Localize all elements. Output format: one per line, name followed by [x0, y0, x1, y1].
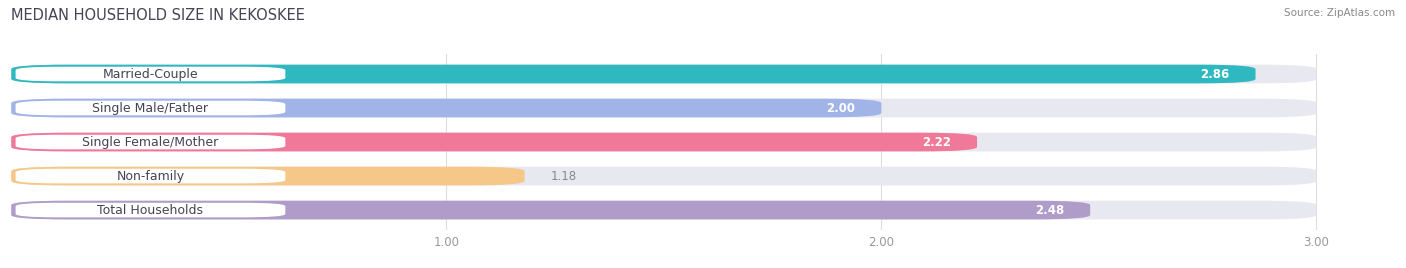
Text: 2.22: 2.22 — [922, 136, 950, 148]
Text: MEDIAN HOUSEHOLD SIZE IN KEKOSKEE: MEDIAN HOUSEHOLD SIZE IN KEKOSKEE — [11, 8, 305, 23]
FancyBboxPatch shape — [11, 133, 1316, 151]
FancyBboxPatch shape — [11, 167, 1316, 185]
FancyBboxPatch shape — [11, 99, 1316, 117]
Text: Single Female/Mother: Single Female/Mother — [83, 136, 218, 148]
FancyBboxPatch shape — [15, 135, 285, 149]
FancyBboxPatch shape — [11, 65, 1316, 83]
FancyBboxPatch shape — [11, 201, 1316, 219]
Text: Non-family: Non-family — [117, 170, 184, 183]
Text: Married-Couple: Married-Couple — [103, 68, 198, 80]
Text: 2.00: 2.00 — [827, 102, 855, 114]
Text: Total Households: Total Households — [97, 204, 204, 217]
FancyBboxPatch shape — [15, 169, 285, 183]
Text: 2.48: 2.48 — [1035, 204, 1064, 217]
FancyBboxPatch shape — [11, 167, 524, 185]
Text: 1.18: 1.18 — [551, 170, 576, 183]
FancyBboxPatch shape — [11, 133, 977, 151]
Text: 2.86: 2.86 — [1201, 68, 1229, 80]
FancyBboxPatch shape — [15, 101, 285, 115]
Text: Source: ZipAtlas.com: Source: ZipAtlas.com — [1284, 8, 1395, 18]
FancyBboxPatch shape — [15, 203, 285, 217]
Text: Single Male/Father: Single Male/Father — [93, 102, 208, 114]
FancyBboxPatch shape — [15, 67, 285, 81]
FancyBboxPatch shape — [11, 65, 1256, 83]
FancyBboxPatch shape — [11, 201, 1090, 219]
FancyBboxPatch shape — [11, 99, 882, 117]
